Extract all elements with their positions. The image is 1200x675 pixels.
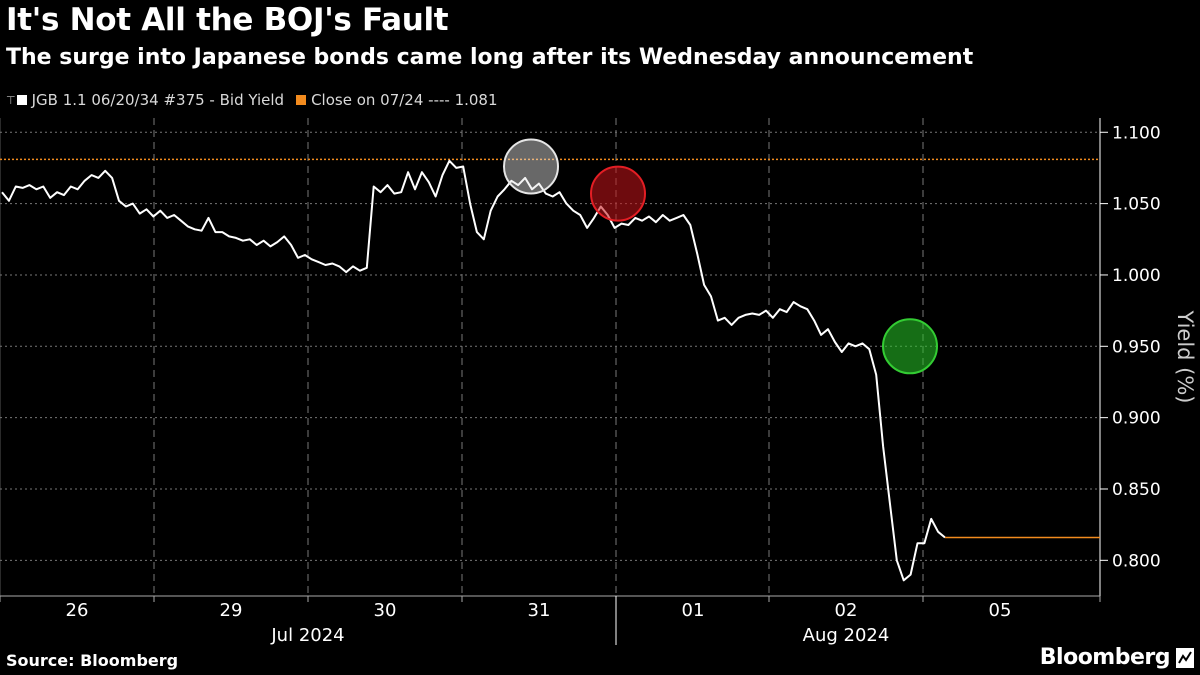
chart-title: It's Not All the BOJ's Fault xyxy=(6,2,449,38)
x-day-label: 01 xyxy=(682,600,705,621)
pin-icon[interactable]: ⊤ xyxy=(6,93,16,107)
y-tick-label: 0.950 xyxy=(1112,337,1161,357)
legend-swatch-yield xyxy=(16,95,27,105)
brand-logo: Bloomberg xyxy=(1039,645,1171,670)
y-tick-label: 1.050 xyxy=(1112,195,1161,215)
x-day-label: 31 xyxy=(528,600,551,621)
x-day-label: 26 xyxy=(66,600,89,621)
x-month-label: Aug 2024 xyxy=(803,625,890,646)
legend-label-close: Close on 07/24 ---- 1.081 xyxy=(311,91,498,109)
annotation-circle xyxy=(503,138,559,195)
y-axis-label: Yield (%) xyxy=(1173,309,1197,403)
bloomberg-chart-icon xyxy=(1176,648,1194,668)
y-tick-label: 0.850 xyxy=(1112,480,1161,500)
y-tick-label: 0.900 xyxy=(1112,409,1161,429)
x-month-label: Jul 2024 xyxy=(270,625,344,646)
x-day-label: 29 xyxy=(220,600,243,621)
x-day-label: 30 xyxy=(374,600,397,621)
legend-label-yield: JGB 1.1 06/20/34 #375 - Bid Yield xyxy=(31,91,285,109)
annotation-circle xyxy=(590,165,646,222)
x-day-label: 02 xyxy=(835,600,858,621)
y-tick-label: 1.100 xyxy=(1112,123,1161,143)
y-tick-label: 1.000 xyxy=(1112,266,1161,286)
yield-series-line xyxy=(1,159,946,582)
x-day-label: 05 xyxy=(989,600,1012,621)
legend: ⊤ JGB 1.1 06/20/34 #375 - Bid Yield Clos… xyxy=(6,91,498,109)
annotation-circle xyxy=(882,318,938,375)
legend-swatch-close xyxy=(296,95,307,105)
y-tick-label: 0.800 xyxy=(1112,551,1161,571)
chart-subtitle: The surge into Japanese bonds came long … xyxy=(6,45,974,70)
source-note: Source: Bloomberg xyxy=(6,651,179,670)
